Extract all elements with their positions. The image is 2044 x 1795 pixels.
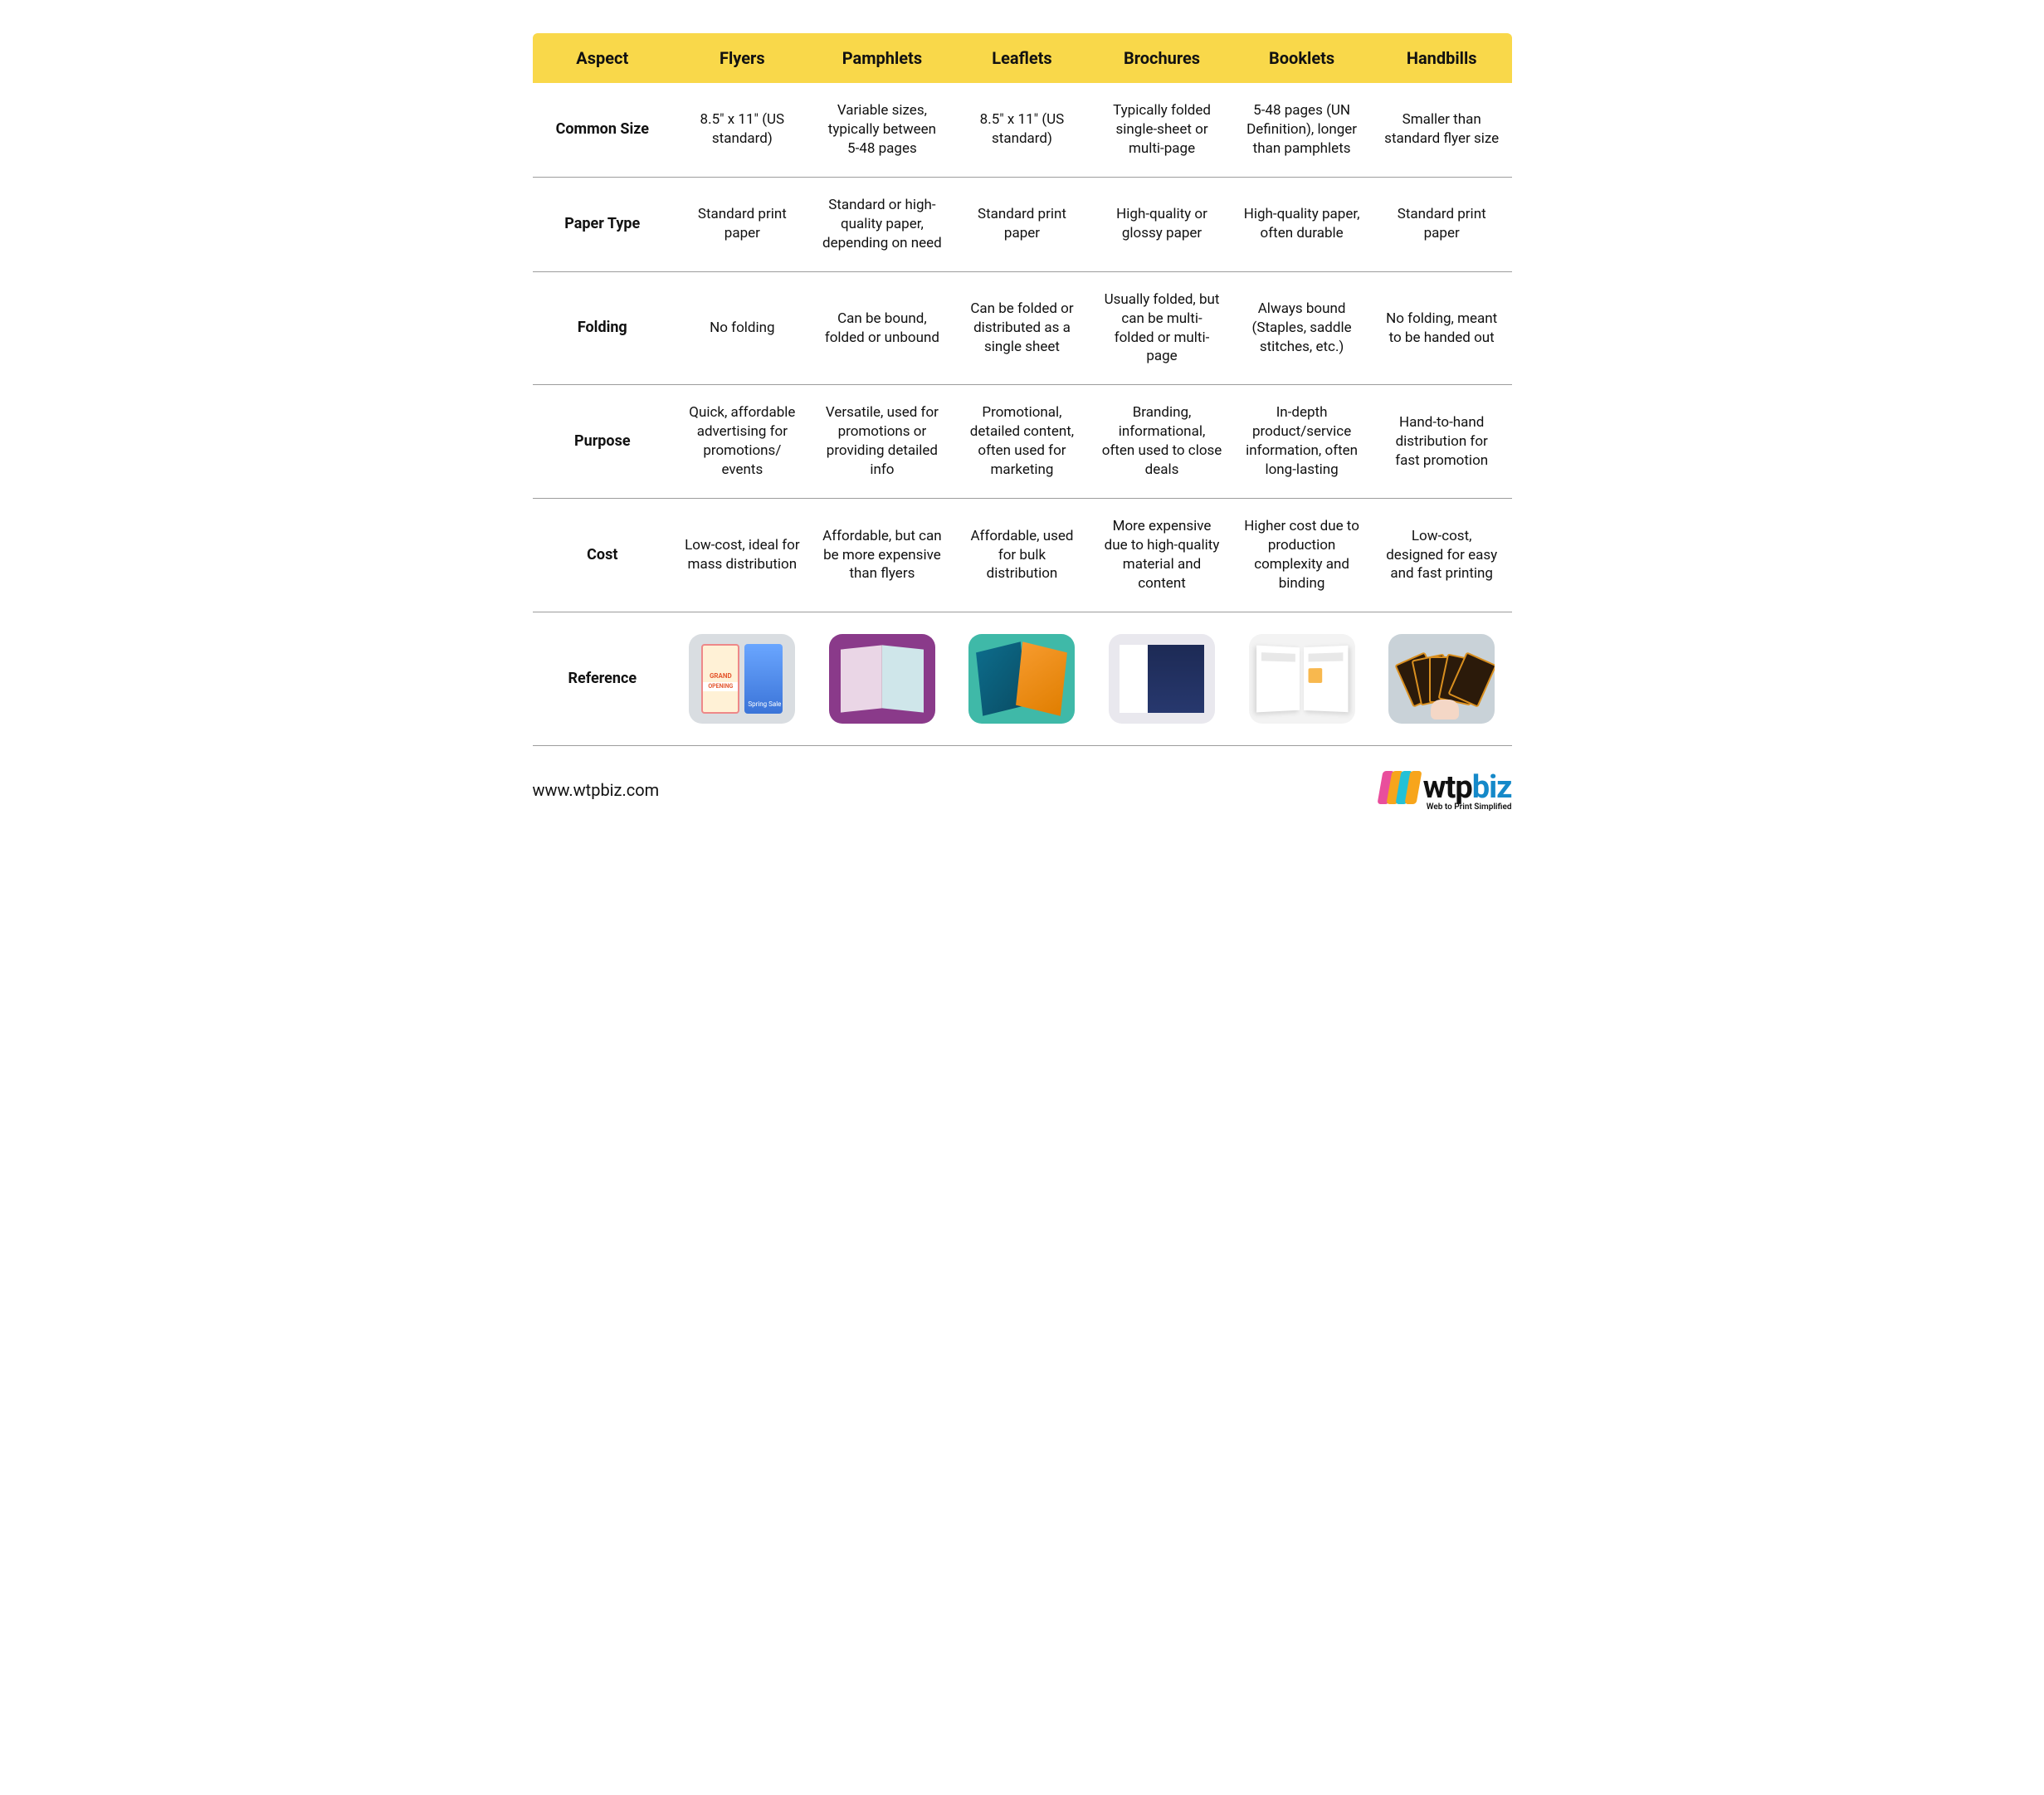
- footer-url: www.wtpbiz.com: [533, 780, 660, 800]
- table-cell: Affordable, but can be more expensive th…: [812, 499, 953, 612]
- table-cell: Can be folded or distributed as a single…: [952, 271, 1092, 385]
- table-cell: Standard or high-quality paper, dependin…: [812, 177, 953, 271]
- table-cell: High-quality paper, often durable: [1232, 177, 1372, 271]
- reference-cell: [812, 612, 953, 745]
- comparison-table: Aspect Flyers Pamphlets Leaflets Brochur…: [533, 33, 1512, 746]
- reference-cell: [672, 612, 812, 745]
- col-handbills: Handbills: [1372, 33, 1512, 83]
- reference-cell: [1092, 612, 1232, 745]
- reference-row: Reference: [533, 612, 1512, 745]
- table-header-row: Aspect Flyers Pamphlets Leaflets Brochur…: [533, 33, 1512, 83]
- table-cell: Standard print paper: [1372, 177, 1512, 271]
- table-cell: No folding: [672, 271, 812, 385]
- table-row: Common Size8.5" x 11" (US standard)Varia…: [533, 83, 1512, 177]
- col-brochures: Brochures: [1092, 33, 1232, 83]
- pamphlet-thumb: [829, 634, 935, 724]
- table-cell: Branding, informational, often used to c…: [1092, 385, 1232, 499]
- reference-cell: [1372, 612, 1512, 745]
- table-cell: Hand-to-hand distribution for fast promo…: [1372, 385, 1512, 499]
- row-aspect-label: Cost: [533, 499, 673, 612]
- table-cell: Higher cost due to production complexity…: [1232, 499, 1372, 612]
- table-cell: More expensive due to high-quality mater…: [1092, 499, 1232, 612]
- logo-text: wtpbiz: [1423, 769, 1512, 806]
- col-booklets: Booklets: [1232, 33, 1372, 83]
- col-pamphlets: Pamphlets: [812, 33, 953, 83]
- table-cell: Typically folded single-sheet or multi-p…: [1092, 83, 1232, 177]
- row-aspect-label: Paper Type: [533, 177, 673, 271]
- booklet-thumb: [1249, 634, 1355, 724]
- table-cell: Quick, affordable advertising for promot…: [672, 385, 812, 499]
- brochure-thumb: [1109, 634, 1215, 724]
- table-cell: Versatile, used for promotions or provid…: [812, 385, 953, 499]
- table-row: Paper TypeStandard print paperStandard o…: [533, 177, 1512, 271]
- handbill-thumb: [1388, 634, 1495, 724]
- comparison-table-container: Aspect Flyers Pamphlets Leaflets Brochur…: [533, 33, 1512, 812]
- logo-text-accent: biz: [1472, 769, 1512, 806]
- table-cell: Smaller than standard flyer size: [1372, 83, 1512, 177]
- table-body: Common Size8.5" x 11" (US standard)Varia…: [533, 83, 1512, 745]
- reference-cell: [1232, 612, 1372, 745]
- table-cell: Can be bound, folded or unbound: [812, 271, 953, 385]
- table-cell: High-quality or glossy paper: [1092, 177, 1232, 271]
- table-cell: 5-48 pages (UN Definition), longer than …: [1232, 83, 1372, 177]
- table-row: PurposeQuick, affordable advertising for…: [533, 385, 1512, 499]
- table-cell: Always bound (Staples, saddle stitches, …: [1232, 271, 1372, 385]
- reference-cell: [952, 612, 1092, 745]
- col-leaflets: Leaflets: [952, 33, 1092, 83]
- table-cell: 8.5" x 11" (US standard): [952, 83, 1092, 177]
- table-cell: Usually folded, but can be multi-folded …: [1092, 271, 1232, 385]
- table-cell: Affordable, used for bulk distribution: [952, 499, 1092, 612]
- table-cell: Standard print paper: [672, 177, 812, 271]
- table-row: FoldingNo foldingCan be bound, folded or…: [533, 271, 1512, 385]
- col-aspect: Aspect: [533, 33, 673, 83]
- brand-logo: wtpbiz: [1380, 769, 1512, 806]
- col-flyers: Flyers: [672, 33, 812, 83]
- table-cell: No folding, meant to be handed out: [1372, 271, 1512, 385]
- table-cell: Promotional, detailed content, often use…: [952, 385, 1092, 499]
- logo-text-main: wtp: [1423, 769, 1472, 806]
- table-cell: In-depth product/service information, of…: [1232, 385, 1372, 499]
- table-cell: Low-cost, designed for easy and fast pri…: [1372, 499, 1512, 612]
- table-row: CostLow-cost, ideal for mass distributio…: [533, 499, 1512, 612]
- table-cell: Variable sizes, typically between 5-48 p…: [812, 83, 953, 177]
- table-cell: Low-cost, ideal for mass distribution: [672, 499, 812, 612]
- reference-label: Reference: [533, 612, 673, 745]
- leaflet-thumb: [968, 634, 1075, 724]
- row-aspect-label: Folding: [533, 271, 673, 385]
- flyer-thumb: [689, 634, 795, 724]
- footer: www.wtpbiz.com wtpbiz Web to Print Simpl…: [533, 769, 1512, 812]
- table-cell: 8.5" x 11" (US standard): [672, 83, 812, 177]
- table-cell: Standard print paper: [952, 177, 1092, 271]
- row-aspect-label: Common Size: [533, 83, 673, 177]
- brand-block: wtpbiz Web to Print Simplified: [1380, 769, 1512, 812]
- logo-mark: [1380, 771, 1417, 804]
- row-aspect-label: Purpose: [533, 385, 673, 499]
